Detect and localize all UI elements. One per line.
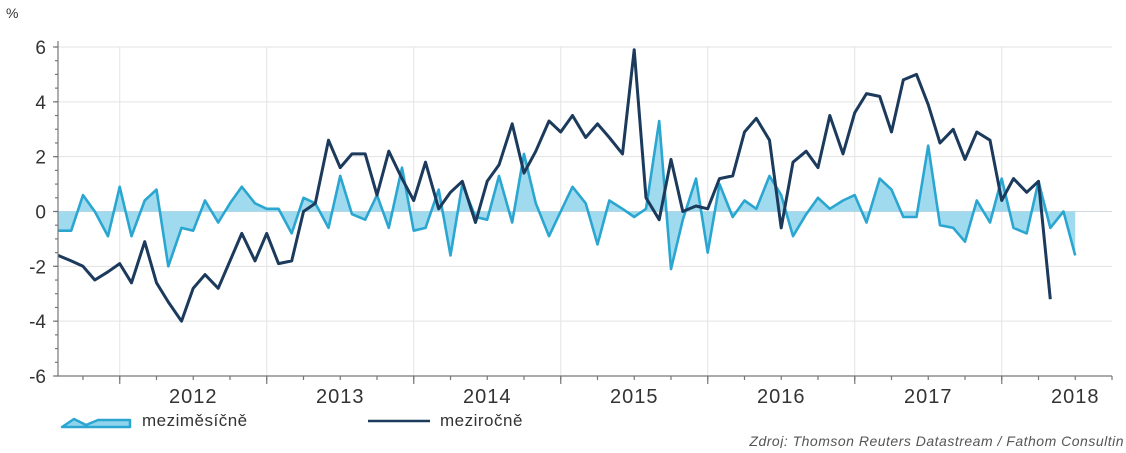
y-tick-label: 2 [35,148,46,169]
x-tick-label: 2017 [904,386,953,408]
y-tick-label: -6 [29,367,46,388]
legend-label-monthly: meziměsíčně [142,411,248,430]
y-unit-label: % [6,5,18,21]
line-layer [58,50,1050,322]
y-tick-label: 6 [35,38,46,59]
x-tick-label: 2013 [316,386,365,408]
y-tick-label: -4 [29,312,46,333]
x-tick-label: 2016 [757,386,806,408]
legend-item-yearly: meziročně [368,411,523,430]
legend-label-yearly: meziročně [440,411,523,430]
x-tick-label: 2012 [169,386,218,408]
x-tick-label: 2014 [463,386,512,408]
series-line-yearly [58,50,1050,322]
legend-swatch-monthly [62,419,130,427]
series-area-monthly [58,121,1075,269]
x-tick-label: 2018 [1051,386,1100,408]
source-note: Zdroj: Thomson Reuters Datastream / Fath… [748,433,1124,448]
legend: meziměsíčně meziročně [62,411,523,430]
x-tick-label: 2015 [610,386,659,408]
y-tick-label: -2 [29,257,46,278]
legend-item-monthly: meziměsíčně [62,411,248,430]
y-tick-label: 0 [35,203,46,224]
y-tick-label: 4 [35,93,46,114]
area-layer [58,121,1075,269]
